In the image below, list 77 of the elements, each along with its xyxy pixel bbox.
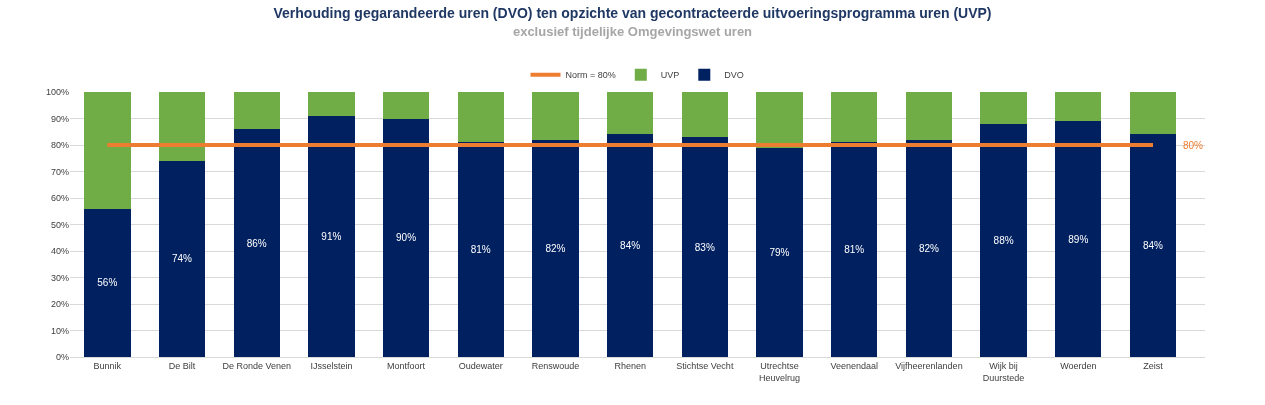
legend-label: DVO [724,70,744,81]
legend-label: Norm = 80% [565,70,616,81]
bar [382,92,430,119]
x-tick-label: De Ronde Venen [222,360,291,371]
chart-subtitle: exclusief tijdelijke Omgevingswet uren [512,24,753,40]
y-tick-label: 0% [55,352,69,363]
data-label: 90% [396,232,417,244]
bar [607,134,654,357]
bar [980,92,1027,124]
data-label: 86% [246,237,267,249]
bar [1129,92,1177,135]
data-label: 84% [1142,240,1164,252]
x-tick-label: Montfoort [387,360,426,371]
bar [681,92,729,138]
x-tick-label: Zeist [1143,360,1164,371]
y-tick-label: 20% [50,299,69,310]
x-tick-label: Woerden [1060,360,1097,371]
x-tick-label: IJsselstein [310,360,353,371]
y-tick-label: 50% [50,219,69,230]
bar [308,92,355,116]
bar [457,142,504,357]
x-tick-label: Veenendaal [830,360,879,371]
data-label: 84% [620,240,641,252]
data-label: 91% [321,230,342,242]
x-tick-label: Bunnik [93,360,122,371]
bar [233,129,280,357]
bar [532,139,579,357]
bar [831,92,878,143]
x-tick-label: Rhenen [614,360,646,371]
y-tick-label: 80% [50,140,69,151]
bar [681,137,729,357]
y-tick-label: 70% [50,166,69,177]
data-label: 79% [769,246,790,258]
bar [233,92,280,130]
data-label: 82% [545,242,566,254]
bar [1055,92,1102,122]
bar [980,123,1027,357]
chart-title: Verhouding gegarandeerde uren (DVO) ten opzichte van gecontracteerde uitvoeringsprogramma uren (UVP) [273,5,992,22]
annotation: 80% [1183,140,1204,151]
bar [1129,134,1177,357]
data-label: 82% [918,242,939,254]
x-tick-label: De Bilt [168,360,196,371]
bar [532,92,579,140]
x-tick-label: Stichtse Vecht [676,360,734,371]
y-tick-label: 40% [50,246,69,257]
x-tick-label: Utrechtse Heuvelrug [759,360,801,383]
bar [382,118,430,357]
bar [1055,121,1102,357]
x-tick-label: Wijk bij Duurstede [982,360,1025,383]
bar [756,147,803,357]
bar [84,208,131,357]
x-tick-label: Oudewater [458,360,503,371]
data-label: 81% [844,244,865,256]
bar [756,92,803,148]
y-tick-label: 90% [50,113,69,124]
y-tick-label: 100% [45,87,69,98]
data-label: 81% [470,244,491,256]
bar [905,92,953,140]
data-label: 89% [1068,233,1089,245]
data-label: 83% [694,241,715,253]
bar [158,160,206,357]
bar [308,115,355,357]
y-tick-label: 30% [50,272,69,283]
bar [607,92,654,135]
bar [457,92,504,143]
y-tick-label: 10% [50,325,69,336]
data-label: 56% [97,277,118,289]
y-tick-label: 60% [50,193,69,204]
x-tick-label: Renswoude [531,360,580,371]
data-label: 74% [171,253,193,265]
bar [905,139,953,357]
x-tick-label: Vijfheerenlanden [895,360,963,371]
data-label: 88% [993,234,1014,246]
bar [158,92,206,161]
legend-label: UVP [660,70,680,81]
bar [831,142,878,357]
bar [84,92,131,209]
